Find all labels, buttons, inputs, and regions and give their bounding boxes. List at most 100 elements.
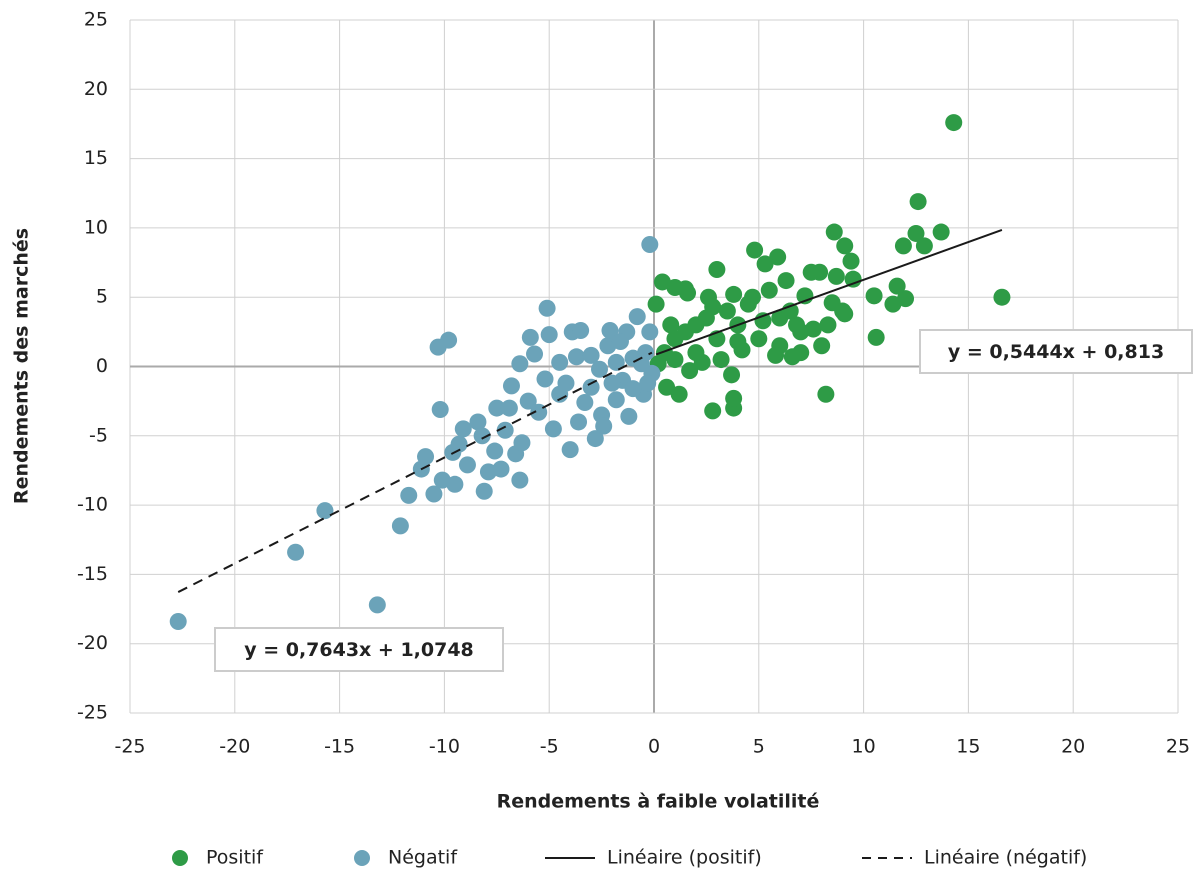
data-point bbox=[725, 285, 743, 303]
data-point bbox=[570, 413, 588, 431]
y-tick-label: -20 bbox=[77, 632, 108, 654]
trendline bbox=[177, 351, 653, 593]
data-point bbox=[811, 263, 829, 281]
data-point bbox=[712, 351, 730, 369]
data-point bbox=[582, 378, 600, 396]
x-tick-label: -25 bbox=[114, 736, 145, 758]
data-point bbox=[607, 353, 625, 371]
data-point bbox=[488, 399, 506, 417]
data-point bbox=[641, 236, 659, 254]
data-point bbox=[777, 272, 795, 290]
data-point bbox=[844, 270, 862, 288]
legend-label: Linéaire (négatif) bbox=[924, 847, 1087, 869]
data-point bbox=[561, 441, 579, 459]
data-point bbox=[909, 193, 927, 211]
data-point bbox=[544, 420, 562, 438]
x-tick-label: 5 bbox=[753, 736, 765, 758]
data-point bbox=[486, 442, 504, 460]
x-tick-label: 20 bbox=[1061, 736, 1085, 758]
data-point bbox=[521, 328, 539, 346]
data-point bbox=[825, 223, 843, 241]
data-point bbox=[836, 305, 854, 323]
data-point bbox=[750, 330, 768, 348]
data-point bbox=[620, 407, 638, 425]
y-tick-label: 25 bbox=[84, 9, 108, 31]
data-point bbox=[458, 456, 476, 474]
data-point bbox=[760, 281, 778, 299]
data-point bbox=[450, 435, 468, 453]
x-tick-label: -15 bbox=[324, 736, 355, 758]
data-point bbox=[611, 333, 629, 351]
data-point bbox=[842, 252, 860, 270]
legend-label: Positif bbox=[206, 847, 264, 869]
data-point bbox=[641, 323, 659, 341]
y-tick-label: 0 bbox=[96, 355, 108, 377]
data-point bbox=[723, 366, 741, 384]
data-point bbox=[425, 485, 443, 503]
y-tick-label: -25 bbox=[77, 702, 108, 724]
data-point bbox=[446, 475, 464, 493]
data-point bbox=[368, 596, 386, 614]
equation-label: y = 0,5444x + 0,813 bbox=[948, 341, 1164, 363]
data-point bbox=[679, 284, 697, 302]
data-point bbox=[557, 374, 575, 392]
y-tick-label: 20 bbox=[84, 78, 108, 100]
data-point bbox=[767, 346, 785, 364]
data-point bbox=[551, 353, 569, 371]
data-point bbox=[945, 114, 963, 132]
data-point bbox=[431, 400, 449, 418]
data-point bbox=[819, 316, 837, 334]
data-point bbox=[865, 287, 883, 305]
data-point bbox=[511, 471, 529, 489]
x-tick-label: -5 bbox=[540, 736, 559, 758]
legend-label: Négatif bbox=[388, 847, 458, 869]
data-point bbox=[511, 355, 529, 373]
data-point bbox=[316, 502, 334, 520]
data-point bbox=[601, 321, 619, 339]
data-point bbox=[536, 370, 554, 388]
data-point bbox=[519, 392, 537, 410]
y-tick-label: 10 bbox=[84, 216, 108, 238]
data-point bbox=[400, 486, 418, 504]
data-point bbox=[687, 344, 705, 362]
data-point bbox=[169, 613, 187, 631]
equation-box bbox=[919, 329, 1193, 374]
data-point bbox=[572, 321, 590, 339]
data-point bbox=[454, 420, 472, 438]
x-axis-title: Rendements à faible volatilité bbox=[497, 791, 820, 813]
equation-box bbox=[214, 627, 504, 672]
y-tick-label: -10 bbox=[77, 494, 108, 516]
legend-marker bbox=[354, 850, 370, 866]
x-tick-label: 0 bbox=[648, 736, 660, 758]
data-point bbox=[429, 338, 447, 356]
data-point bbox=[287, 543, 305, 561]
data-point bbox=[496, 421, 514, 439]
data-point bbox=[582, 346, 600, 364]
data-point bbox=[492, 460, 510, 478]
data-point bbox=[867, 328, 885, 346]
data-point bbox=[576, 394, 594, 412]
data-point bbox=[836, 237, 854, 255]
equation-label: y = 0,7643x + 1,0748 bbox=[244, 639, 474, 661]
data-point bbox=[907, 224, 925, 242]
data-point bbox=[817, 385, 835, 403]
data-point bbox=[915, 237, 933, 255]
data-point bbox=[473, 427, 491, 445]
x-tick-label: -20 bbox=[219, 736, 250, 758]
data-point bbox=[756, 255, 774, 273]
data-point bbox=[729, 333, 747, 351]
data-point bbox=[666, 351, 684, 369]
data-point bbox=[823, 294, 841, 312]
x-tick-label: 10 bbox=[852, 736, 876, 758]
data-point bbox=[607, 391, 625, 409]
data-point bbox=[567, 348, 585, 366]
data-point bbox=[792, 344, 810, 362]
data-point bbox=[725, 389, 743, 407]
data-point bbox=[624, 380, 642, 398]
data-point bbox=[681, 362, 699, 380]
data-point bbox=[469, 413, 487, 431]
data-point bbox=[526, 345, 544, 363]
data-point bbox=[586, 430, 604, 448]
data-point bbox=[670, 385, 688, 403]
